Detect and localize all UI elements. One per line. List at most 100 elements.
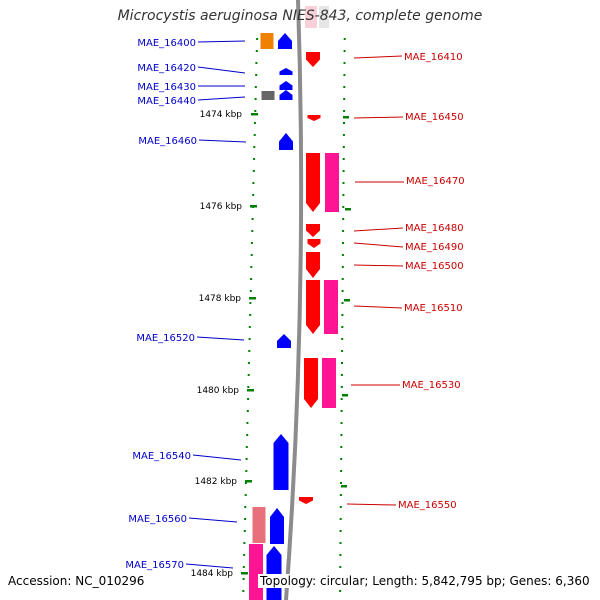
gene-arrow-forward bbox=[279, 133, 293, 150]
gene-arrow-forward bbox=[279, 68, 293, 75]
track-dot bbox=[254, 98, 257, 100]
track-dot bbox=[343, 110, 346, 112]
gene-leader-line bbox=[353, 116, 404, 119]
gene-arrow-reverse bbox=[306, 52, 320, 67]
track-dot bbox=[340, 410, 343, 412]
track-dot bbox=[255, 50, 258, 52]
track-dot bbox=[342, 230, 345, 232]
track-dot bbox=[342, 182, 345, 184]
gene-arrow-reverse bbox=[299, 497, 313, 504]
gene-label-right: MAE_16450 bbox=[405, 112, 464, 123]
track-dot bbox=[248, 326, 251, 328]
gene-leader-line bbox=[353, 264, 404, 267]
kbp-tick-label: 1482 kbp bbox=[195, 477, 238, 487]
gene-arrow-forward bbox=[273, 434, 289, 490]
track-dot bbox=[340, 422, 343, 424]
kbp-tick-label: 1478 kbp bbox=[199, 294, 242, 304]
accession-label: Accession: NC_010296 bbox=[6, 574, 147, 588]
track-dot bbox=[247, 398, 250, 400]
track-dot bbox=[252, 194, 255, 196]
track-dot bbox=[253, 134, 256, 136]
right-tick-mark bbox=[345, 208, 351, 211]
track-dot bbox=[250, 278, 253, 280]
track-dot bbox=[249, 290, 252, 292]
track-dot bbox=[247, 386, 250, 388]
kbp-tick-label: 1480 kbp bbox=[197, 386, 240, 396]
track-dot bbox=[340, 446, 343, 448]
gene-label-right: MAE_16490 bbox=[405, 242, 464, 253]
gene-label-right: MAE_16410 bbox=[404, 52, 463, 63]
track-dot bbox=[342, 194, 345, 196]
kbp-tick-mark bbox=[251, 113, 258, 116]
gene-arrow-forward bbox=[278, 33, 292, 49]
kbp-tick-label: 1484 kbp bbox=[191, 569, 234, 579]
gene-label-right: MAE_16550 bbox=[398, 500, 457, 511]
track-dot bbox=[342, 170, 345, 172]
track-dot bbox=[341, 290, 344, 292]
track-dot bbox=[341, 362, 343, 364]
gene-box-magenta bbox=[324, 280, 338, 334]
gene-label-left: MAE_16420 bbox=[137, 63, 196, 74]
track-dot bbox=[342, 218, 345, 220]
gene-label-right: MAE_16480 bbox=[405, 223, 464, 234]
track-dot bbox=[339, 530, 342, 532]
gene-arrow-reverse bbox=[307, 239, 321, 248]
gene-label-right: MAE_16470 bbox=[406, 176, 465, 187]
track-dot bbox=[340, 470, 343, 472]
gene-leader-line bbox=[198, 139, 247, 143]
track-dot bbox=[343, 98, 346, 100]
track-dot bbox=[339, 506, 342, 508]
gene-label-left: MAE_16560 bbox=[128, 514, 187, 525]
gene-leader-line bbox=[188, 517, 238, 523]
track-dot bbox=[246, 434, 249, 436]
genome-backbone bbox=[284, 0, 304, 600]
gene-label-left: MAE_16460 bbox=[138, 136, 197, 147]
track-dot bbox=[340, 434, 343, 436]
track-dot bbox=[244, 506, 247, 508]
gene-label-right: MAE_16500 bbox=[405, 261, 464, 272]
kbp-tick-label: 1474 kbp bbox=[200, 110, 243, 120]
track-dot bbox=[246, 410, 249, 412]
gene-leader-line bbox=[192, 454, 242, 461]
track-dot bbox=[250, 254, 253, 256]
track-dot bbox=[244, 482, 247, 484]
gene-arrow-reverse bbox=[306, 280, 320, 334]
track-dot bbox=[341, 254, 344, 256]
track-dot bbox=[248, 350, 251, 352]
track-dot bbox=[251, 230, 254, 232]
gene-leader-line bbox=[197, 66, 246, 74]
track-dot bbox=[245, 470, 248, 472]
track-dot bbox=[250, 266, 253, 268]
kbp-tick-mark bbox=[249, 297, 256, 300]
gene-leader-line bbox=[196, 336, 245, 341]
track-dot bbox=[248, 338, 251, 340]
track-dot bbox=[339, 518, 342, 520]
topology-label: Topology: circular; Length: 5,842,795 bp… bbox=[258, 574, 592, 588]
track-dot bbox=[243, 530, 246, 532]
track-dot bbox=[343, 50, 346, 52]
track-dot bbox=[243, 554, 246, 556]
track-dot bbox=[249, 302, 252, 304]
title-mark-pink bbox=[305, 6, 317, 28]
gene-box-magenta bbox=[322, 358, 336, 408]
track-dot bbox=[242, 566, 245, 568]
gene-leader-line bbox=[197, 40, 246, 43]
track-dot bbox=[341, 314, 344, 316]
gene-arrow-reverse bbox=[306, 252, 320, 278]
gene-arrow-reverse bbox=[306, 224, 320, 237]
track-dot bbox=[341, 302, 344, 304]
track-dot bbox=[244, 518, 247, 520]
track-dot bbox=[254, 86, 257, 88]
track-dot bbox=[343, 74, 346, 76]
track-dot bbox=[243, 542, 246, 544]
gene-leader-line bbox=[353, 55, 403, 59]
track-dot bbox=[340, 458, 343, 460]
gene-box-magenta bbox=[249, 544, 263, 600]
gene-label-right: MAE_16510 bbox=[404, 303, 463, 314]
track-dot bbox=[255, 74, 258, 76]
track-dot bbox=[249, 314, 252, 316]
track-dot bbox=[343, 122, 345, 124]
track-dot bbox=[256, 38, 259, 40]
track-dot bbox=[342, 206, 345, 208]
track-dot bbox=[254, 110, 257, 112]
